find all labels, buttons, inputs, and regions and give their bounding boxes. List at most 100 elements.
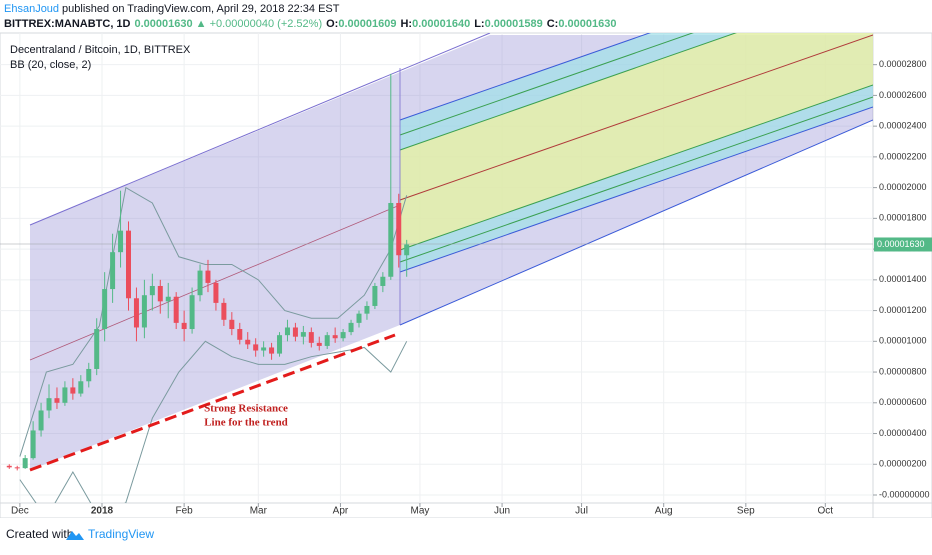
y-tick-label: -0.00000000 [879, 489, 930, 499]
fork-line [399, 33, 651, 121]
candle-body [181, 322, 187, 330]
y-tick-label: 0.00002600 [879, 90, 927, 100]
open: 0.00001609 [338, 18, 396, 30]
x-tick-label: Jul [575, 506, 588, 517]
channel-line [29, 33, 491, 226]
candle-body [54, 398, 60, 403]
candle-body [253, 344, 259, 351]
ticker-line: BITTREX:MANABTC, 1D 0.00001630 ▲ +0.000000… [4, 18, 616, 30]
candle-body [213, 282, 219, 303]
candle-body [125, 230, 131, 299]
candle-body [292, 327, 298, 337]
candle-body [396, 202, 402, 256]
x-tick-label: Apr [333, 506, 349, 517]
published: published on TradingView.com, April 29, … [62, 3, 340, 15]
candle-body [46, 398, 52, 411]
candle-body [14, 467, 20, 469]
candle-body [149, 285, 155, 296]
candle-body [308, 332, 314, 343]
candle-body [277, 335, 283, 354]
fork-median [399, 34, 873, 201]
x-tick-label: May [410, 506, 429, 517]
y-tick-label: 0.00002200 [879, 151, 927, 161]
x-tick-label: 2018 [91, 506, 114, 517]
candle-body [340, 332, 346, 339]
candle-body [380, 276, 386, 286]
x-tick-label: Sep [737, 506, 755, 517]
footer-text: Created with [6, 527, 73, 541]
candle-body [165, 296, 171, 302]
candle-body [173, 296, 179, 323]
candle-body [6, 465, 12, 468]
low-label: L: [474, 18, 484, 30]
candle-body [133, 298, 139, 328]
candle-body [229, 319, 235, 330]
fork-band [400, 33, 873, 250]
candle-body [189, 295, 195, 330]
x-tick-label: Oct [818, 506, 834, 517]
candle-body [86, 368, 92, 382]
y-tick-label: 0.00001800 [879, 213, 927, 223]
y-tick-label: 0.00002000 [879, 182, 927, 192]
candle-body [388, 202, 394, 277]
candle-body [284, 327, 290, 336]
x-tick-label: Jun [494, 506, 510, 517]
candle-body [38, 410, 44, 431]
chart-title: Decentraland / Bitcoin, 1D, BITTREX [10, 44, 191, 56]
fork-band [400, 85, 873, 272]
candle-body [404, 244, 410, 256]
candle-body [118, 230, 124, 253]
symbol: BITTREX:MANABTC, 1D [4, 18, 131, 30]
author: EhsanJoud [4, 3, 59, 15]
bb-upper [19, 186, 408, 457]
y-tick-label: 0.00001400 [879, 274, 927, 284]
header-line: EhsanJoud published on TradingView.com, A… [4, 3, 340, 15]
candle-body [22, 458, 28, 469]
candle-body [141, 295, 147, 328]
change: ▲ +0.00000040 (+2.52%) [196, 18, 322, 30]
y-tick-label: 0.00001200 [879, 305, 927, 315]
footer-brand[interactable]: TradingView [88, 527, 154, 541]
candle-body [269, 347, 275, 354]
high: 0.00001640 [412, 18, 470, 30]
drawings [0, 33, 873, 470]
candle-body [197, 270, 203, 296]
candle-body [62, 387, 68, 403]
fork-line [399, 106, 873, 273]
last: 0.00001630 [135, 18, 193, 30]
close: 0.00001630 [558, 18, 616, 30]
candle-body [372, 285, 378, 306]
candle-body [332, 335, 338, 339]
last-price-label: 0.00001630 [877, 239, 925, 249]
candle-body [237, 329, 243, 340]
fork-line [399, 96, 873, 263]
candle-body [221, 302, 227, 320]
candle-body [157, 285, 163, 302]
y-tick-label: 0.00002400 [879, 121, 927, 131]
channel-median [29, 204, 401, 361]
y-tick-label: 0.00002800 [879, 59, 927, 69]
candle-body [94, 329, 100, 369]
y-tick-label: 0.00000400 [879, 428, 927, 438]
candle-body [78, 381, 84, 394]
candle-body [30, 430, 36, 459]
candle-body [102, 289, 108, 330]
candle-body [300, 332, 306, 337]
y-tick-label: 0.00000800 [879, 366, 927, 376]
candle-body [364, 305, 370, 314]
candle-body [324, 335, 330, 346]
indicator-label: BB (20, close, 2) [10, 59, 91, 71]
fork-line [399, 84, 873, 251]
annotation: Line for the trend [204, 417, 288, 429]
candle-body [245, 339, 251, 345]
footer [0, 518, 932, 550]
low: 0.00001589 [485, 18, 543, 30]
y-tick-label: 0.00001000 [879, 336, 927, 346]
close-label: C: [547, 18, 559, 30]
last-price-tag [874, 237, 932, 252]
x-tick-label: Feb [176, 506, 194, 517]
fork-line [399, 33, 737, 151]
candle-body [348, 322, 354, 333]
candle-body [261, 347, 267, 351]
